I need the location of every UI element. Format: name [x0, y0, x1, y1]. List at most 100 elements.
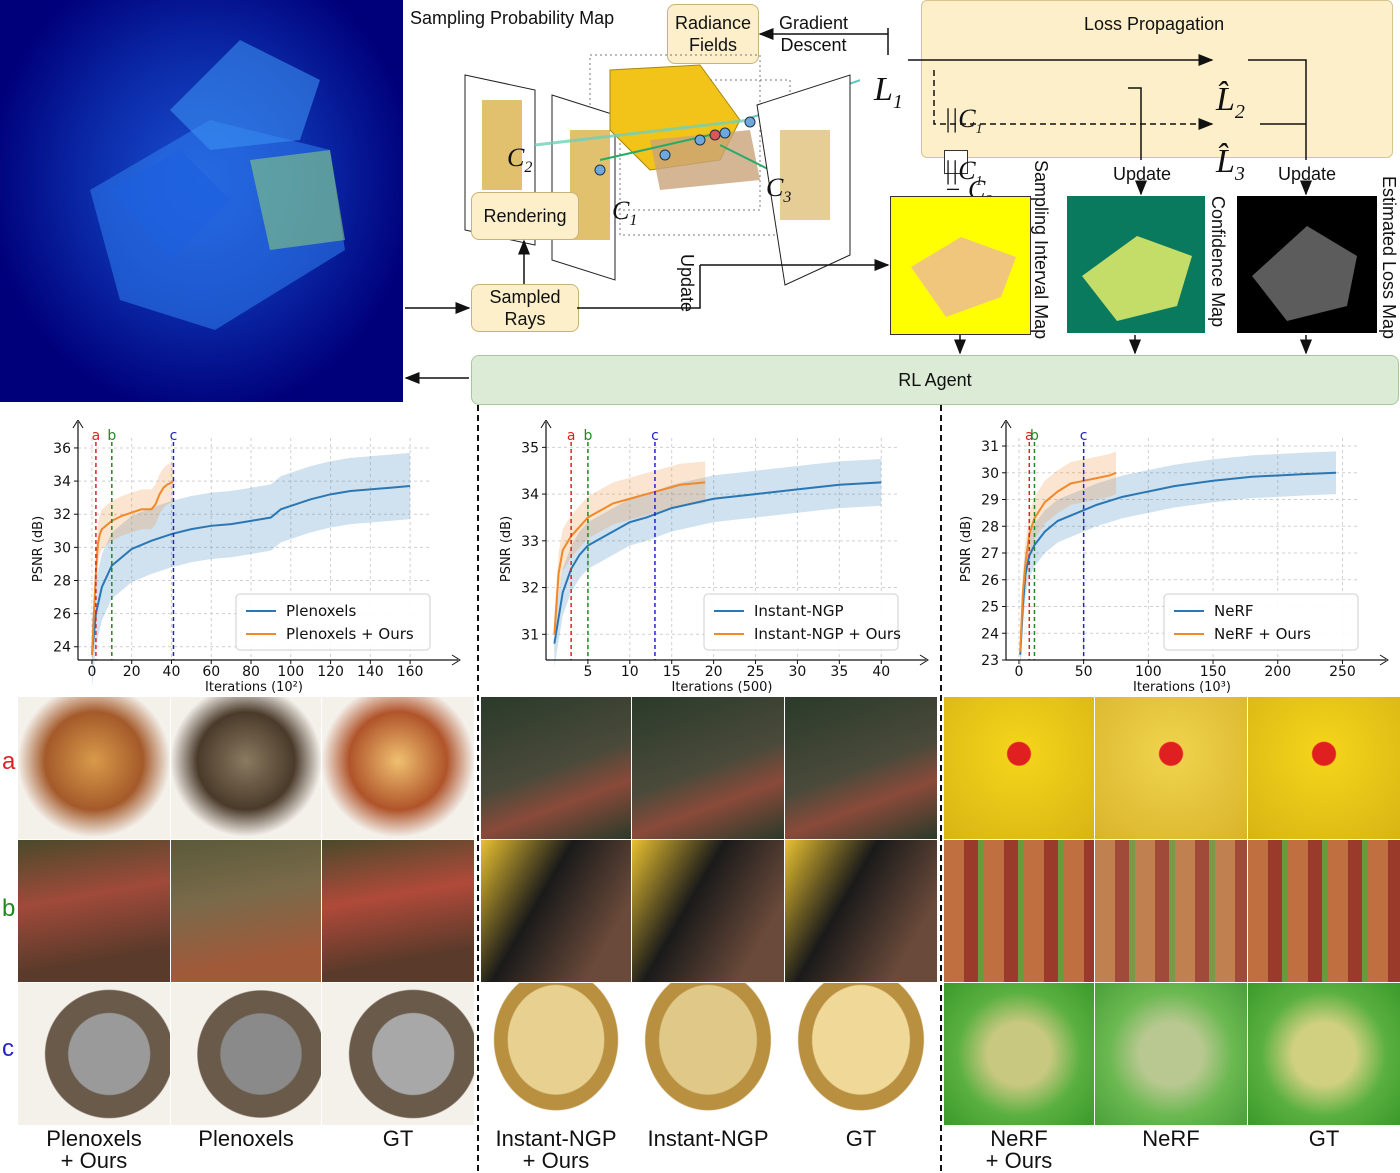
image-b-nerf-gt — [1248, 840, 1400, 982]
y-axis-arrow — [1000, 420, 1012, 429]
y-tick-label: 24 — [981, 626, 999, 642]
image-a-gt — [322, 697, 474, 839]
x-tick-label: 10 — [621, 664, 639, 680]
y-tick-label: 28 — [53, 573, 71, 589]
y-tick-label: 35 — [521, 440, 539, 456]
series-line-1 — [90, 480, 175, 656]
caption-instantngp-ours: Instant-NGP + Ours — [495, 1126, 617, 1173]
marker-label-c: c — [1080, 428, 1088, 444]
y-tick-label: 28 — [981, 519, 999, 535]
camera-label-c1: C1 — [612, 196, 638, 230]
caption-gt-2: GT — [845, 1126, 877, 1151]
y-tick-label: 26 — [981, 573, 999, 589]
image-c-instantngp-gt — [785, 983, 937, 1125]
image-a-plenoxels-ours — [18, 697, 170, 839]
estimated-loss-map-label: Estimated Loss Map — [1379, 176, 1399, 340]
psnr-chart-instant-ngp: a b c 5 10 15 20 25 30 35 40 31 32 33 34 35 Iterations (… — [499, 420, 929, 695]
y-tick-label: 34 — [521, 487, 539, 503]
image-b-plenoxels-gt — [322, 840, 474, 982]
x-tick-label: 100 — [1135, 664, 1162, 680]
y-tick-label: 31 — [981, 439, 999, 455]
x-tick-label: 5 — [583, 664, 592, 680]
radiance-fields-box: Radiance Fields — [667, 4, 759, 64]
x-tick-label: 35 — [830, 664, 848, 680]
x-tick-label: 15 — [663, 664, 681, 680]
caption-nerf-ours: NeRF + Ours — [985, 1126, 1053, 1173]
marker-label-c: c — [651, 428, 659, 444]
image-c-instantngp — [632, 983, 784, 1125]
image-c-plenoxels-gt — [322, 983, 474, 1125]
psnr-chart-nerf: ab c 0 50 100 150 200 250 23 24 25 26 27 28 29 30 31 Iter… — [959, 420, 1389, 695]
y-axis-arrow — [540, 420, 552, 429]
camera-label-c3: C3 — [766, 173, 792, 207]
image-b-instantngp-ours — [481, 840, 631, 982]
x-tick-label: 150 — [1200, 664, 1227, 680]
x-tick-label: 40 — [872, 664, 890, 680]
column-divider-1 — [477, 405, 479, 1171]
confidence-map — [1067, 196, 1205, 333]
loss-l1: L1 — [874, 71, 903, 113]
x-tick-label: 20 — [123, 664, 141, 680]
y-tick-label: 30 — [981, 466, 999, 482]
rl-agent-bar: RL Agent — [471, 355, 1399, 405]
row-label-c: c — [2, 1035, 14, 1062]
gradient-descent-label: Gradient Descent — [779, 13, 849, 55]
legend-label-0: NeRF — [1214, 602, 1254, 620]
image-b-instantngp — [632, 840, 784, 982]
image-b-nerf — [1095, 840, 1247, 982]
rl-agent-label: RL Agent — [898, 369, 972, 390]
y-axis-label: PSNR (dB) — [499, 516, 514, 582]
image-a-instantngp-ours — [481, 697, 631, 839]
y-tick-label: 32 — [53, 507, 71, 523]
image-a-instantngp-gt — [785, 697, 937, 839]
x-tick-label: 140 — [357, 664, 384, 680]
image-c-plenoxels-ours — [18, 983, 170, 1125]
marker-label-b: b — [107, 428, 116, 444]
legend-label-1: Instant-NGP + Ours — [754, 625, 901, 643]
column-divider-2 — [940, 405, 942, 1171]
x-tick-label: 100 — [277, 664, 304, 680]
loss-propagation-panel — [921, 0, 1393, 158]
x-axis-arrow — [919, 654, 929, 666]
caption-gt-1: GT — [382, 1126, 414, 1151]
camera-label-c2: C2 — [507, 143, 533, 177]
diagram-arrows — [404, 28, 1312, 384]
series-line-1 — [1019, 471, 1117, 653]
row-label-a: a — [2, 748, 16, 775]
loss-l3-hat: L̂3 — [1216, 143, 1245, 185]
y-tick-label: 31 — [521, 627, 539, 643]
scene-illustration — [460, 40, 876, 290]
sampling-probability-map-panel — [0, 0, 403, 402]
image-a-nerf-gt — [1248, 697, 1400, 839]
x-tick-label: 0 — [87, 664, 96, 680]
x-axis-arrow — [451, 654, 461, 666]
image-a-plenoxels — [171, 697, 321, 839]
legend-box — [1163, 593, 1359, 651]
x-tick-label: 200 — [1264, 664, 1291, 680]
image-c-nerf-gt — [1248, 983, 1400, 1125]
update-label-loss: Update — [1278, 164, 1337, 184]
x-axis-label: Iterations (10²) — [205, 680, 303, 695]
y-tick-label: 29 — [981, 493, 999, 509]
x-axis-label: Iterations (10³) — [1133, 680, 1231, 695]
series-line-1 — [553, 481, 706, 635]
excavator-point-cloud — [90, 40, 345, 330]
legend-box — [703, 593, 899, 651]
image-a-instantngp — [632, 697, 784, 839]
image-b-nerf-ours — [944, 840, 1094, 982]
y-tick-label: 30 — [53, 540, 71, 556]
x-axis-label: Iterations (500) — [671, 680, 772, 695]
y-axis-label: PSNR (dB) — [31, 516, 46, 582]
image-c-instantngp-ours — [481, 983, 631, 1125]
series-line-0 — [553, 481, 882, 644]
image-c-plenoxels — [171, 983, 321, 1125]
x-tick-label: 120 — [317, 664, 344, 680]
x-tick-label: 25 — [747, 664, 765, 680]
loss-l2-hat: L̂2 — [1216, 81, 1245, 123]
y-tick-label: 27 — [981, 546, 999, 562]
marker-label-a: a — [1025, 428, 1034, 444]
caption-gt-3: GT — [1308, 1126, 1340, 1151]
image-b-plenoxels-ours — [18, 840, 170, 982]
image-b-instantngp-gt — [785, 840, 937, 982]
y-tick-label: 36 — [53, 441, 71, 457]
